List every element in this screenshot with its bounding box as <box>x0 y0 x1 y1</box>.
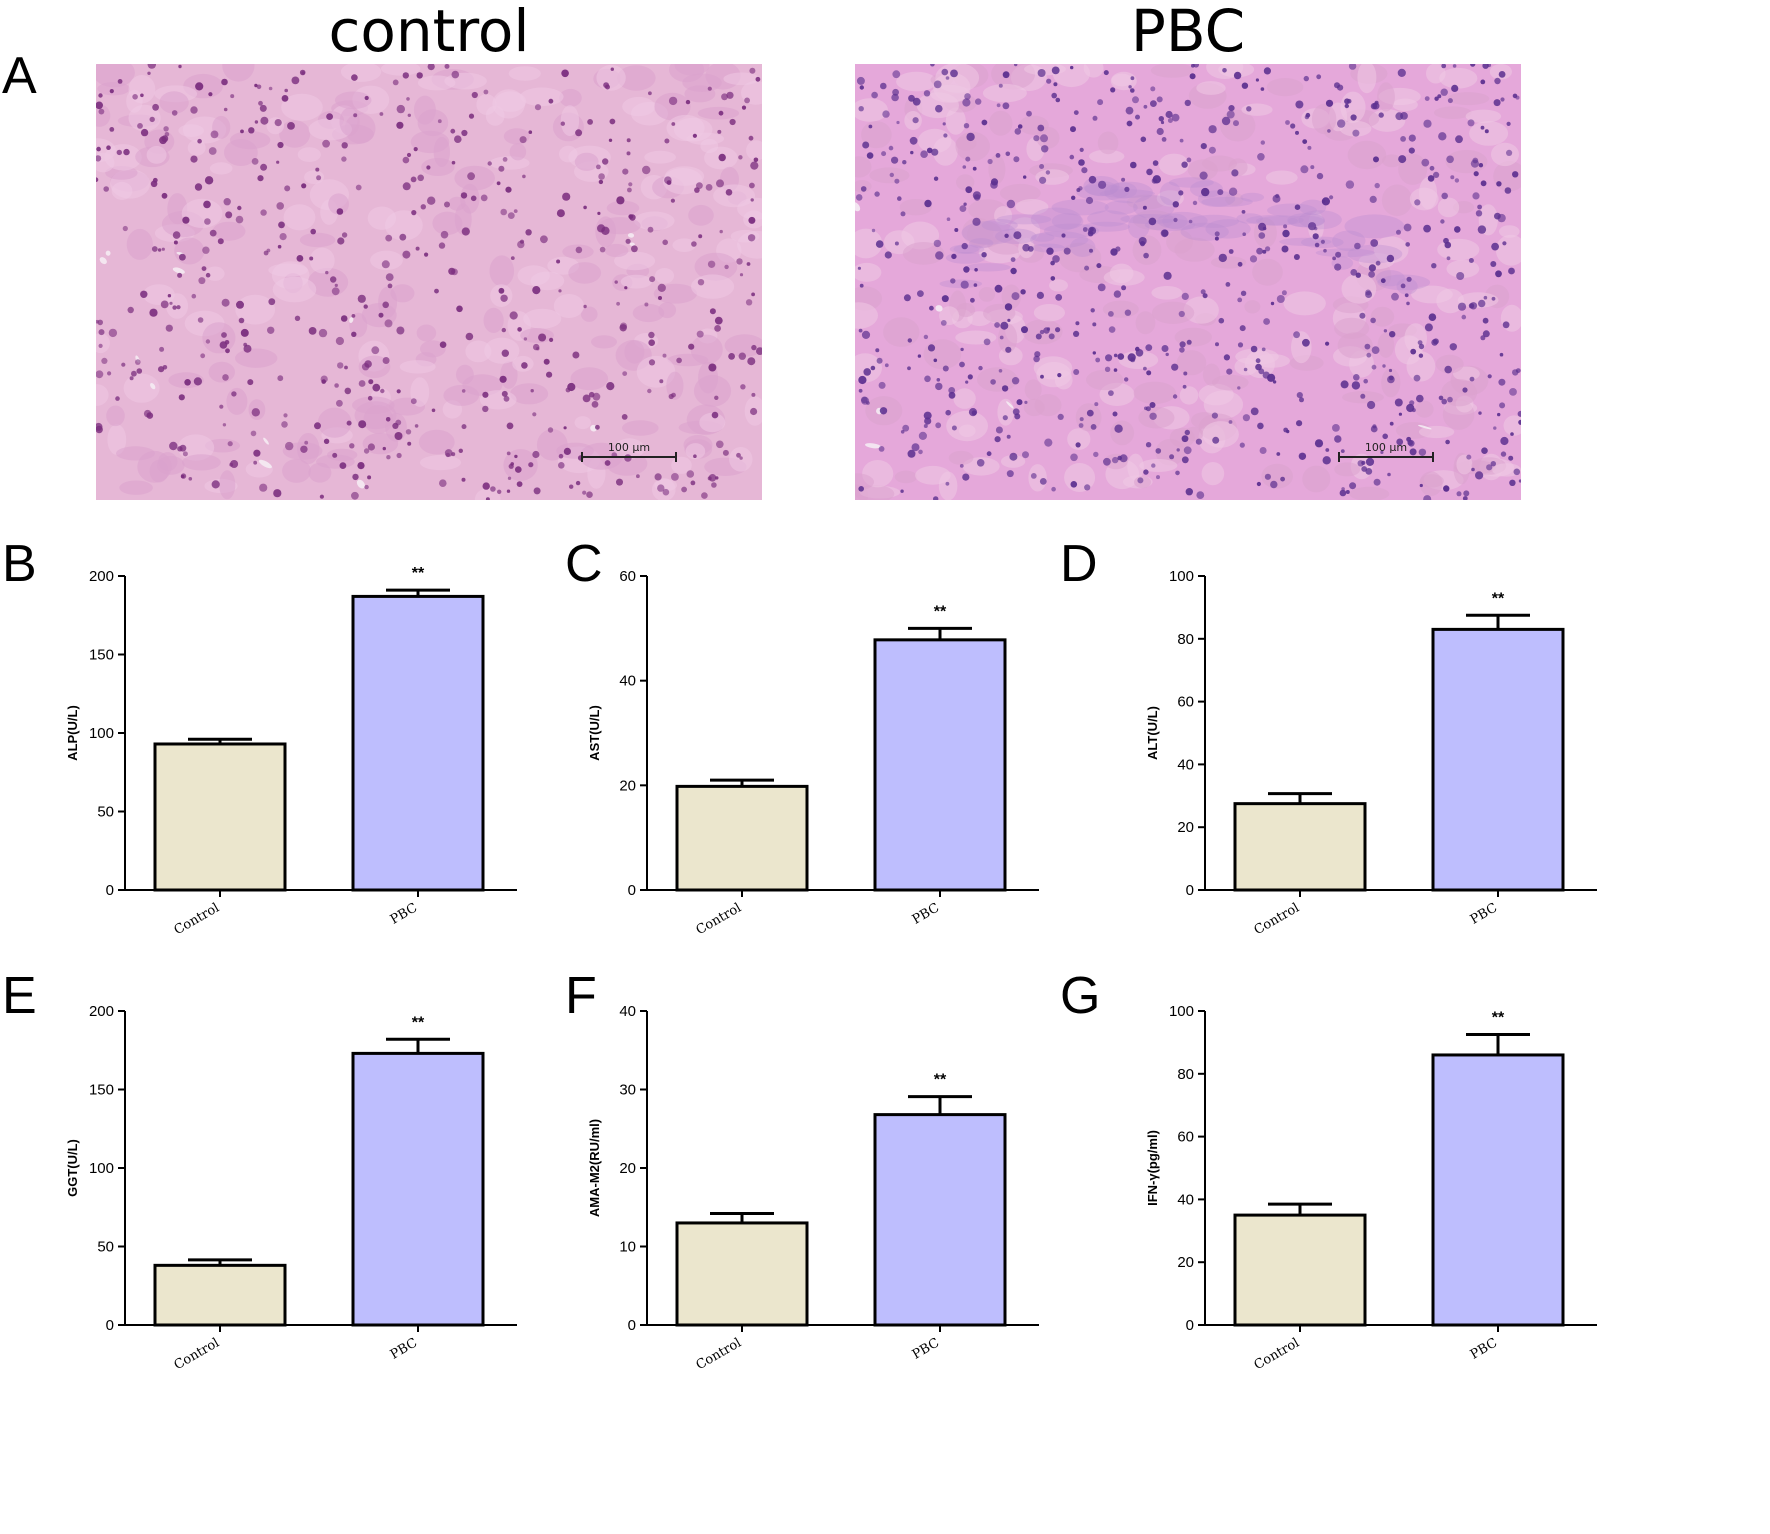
x-tick-label: Control <box>1252 900 1302 938</box>
x-tick-label: PBC <box>910 900 942 927</box>
y-tick-label: 20 <box>619 777 636 794</box>
y-tick-label: 0 <box>628 1317 636 1334</box>
y-tick-label: 50 <box>97 1239 114 1256</box>
cell-nuclei <box>96 64 762 500</box>
y-tick-label: 20 <box>619 1160 636 1177</box>
y-tick-label: 200 <box>89 1003 114 1020</box>
panel-letter-c: C <box>565 535 603 593</box>
y-tick-label: 40 <box>619 673 636 690</box>
bar-control <box>153 742 287 892</box>
x-tick-label: PBC <box>1468 900 1500 927</box>
y-tick-label: 20 <box>1177 819 1194 836</box>
y-tick-label: 0 <box>628 882 636 899</box>
y-tick-label: 100 <box>1169 568 1194 585</box>
bar-control <box>153 1263 287 1327</box>
y-axis-title: IFN-γ(pg/ml) <box>1145 1130 1160 1206</box>
y-tick-label: 0 <box>106 882 114 899</box>
x-tick-label: PBC <box>388 1335 420 1362</box>
y-axis-title: GGT(U/L) <box>65 1139 80 1197</box>
y-tick-label: 10 <box>619 1239 636 1256</box>
significance-mark: ** <box>412 565 425 582</box>
histology-image-pbc <box>855 64 1521 500</box>
bar-pbc <box>1431 1053 1565 1327</box>
bar-control <box>675 784 809 892</box>
panel-letter-d: D <box>1060 535 1098 593</box>
cell-nuclei <box>855 64 1521 500</box>
panel-letter-g: G <box>1060 967 1101 1025</box>
chart-alt: 0 20 40 60 80 100 ALT(U/L) Control ** PBC <box>1080 540 1640 960</box>
x-tick-label: PBC <box>1468 1335 1500 1362</box>
y-axis-title: ALT(U/L) <box>1145 706 1160 760</box>
y-axis-title: AST(U/L) <box>587 705 602 761</box>
portal-inflammation <box>939 176 1431 295</box>
y-tick-label: 200 <box>89 568 114 585</box>
tissue-texture <box>96 64 762 500</box>
chart-ama-m2: 0 10 20 30 40 AMA-M2(RU/ml) Control ** PBC <box>560 975 1080 1395</box>
y-tick-label: 60 <box>1177 694 1194 711</box>
y-tick-label: 20 <box>1177 1254 1194 1271</box>
y-tick-label: 40 <box>1177 1191 1194 1208</box>
bar-control <box>1233 1213 1367 1327</box>
bar-pbc <box>351 1051 485 1327</box>
sinusoid-spaces <box>855 201 1432 449</box>
y-axis-title: AMA-M2(RU/ml) <box>587 1119 602 1217</box>
y-axis-title: ALP(U/L) <box>65 705 80 761</box>
panel-letter-b: B <box>2 535 37 593</box>
x-tick-label: Control <box>172 1335 222 1373</box>
histology-title-control: control <box>328 0 530 65</box>
chart-alp: 0 50 100 150 200 ALP(U/L) Control ** PBC <box>0 540 560 960</box>
bar-pbc <box>873 638 1007 892</box>
y-tick-label: 100 <box>89 725 114 742</box>
y-tick-label: 30 <box>619 1082 636 1099</box>
scale-label-pbc: 100 μm <box>1364 441 1408 454</box>
bar-control <box>1233 802 1367 892</box>
chart-ast: 0 20 40 60 AST(U/L) Control ** PBC <box>560 540 1080 960</box>
bar-pbc <box>1431 627 1565 892</box>
histology-title-pbc: PBC <box>1130 0 1246 65</box>
significance-mark: ** <box>1492 1010 1505 1027</box>
panel-letter-a: A <box>2 47 37 105</box>
y-tick-label: 100 <box>89 1160 114 1177</box>
x-tick-label: PBC <box>910 1335 942 1362</box>
y-tick-label: 80 <box>1177 631 1194 648</box>
tissue-texture <box>855 64 1521 500</box>
y-tick-label: 60 <box>1177 1129 1194 1146</box>
panel-letter-f: F <box>565 967 597 1025</box>
y-tick-label: 0 <box>106 1317 114 1334</box>
bar-pbc <box>873 1113 1007 1327</box>
x-tick-label: PBC <box>388 900 420 927</box>
scale-label-control: 100 μm <box>607 441 651 454</box>
y-tick-label: 60 <box>619 568 636 585</box>
significance-mark: ** <box>934 603 947 620</box>
y-tick-label: 40 <box>619 1003 636 1020</box>
chart-ifn-gamma: 0 20 40 60 80 100 IFN-γ(pg/ml) Control ** PBC <box>1080 975 1640 1395</box>
scale-bar-pbc <box>1338 452 1434 462</box>
bar-control <box>675 1221 809 1327</box>
y-tick-label: 0 <box>1186 1317 1194 1334</box>
histology-image-control <box>96 64 762 500</box>
y-tick-label: 50 <box>97 804 114 821</box>
x-tick-label: Control <box>694 900 744 938</box>
sinusoid-spaces <box>99 233 635 489</box>
chart-ggt: 0 50 100 150 200 GGT(U/L) Control ** PBC <box>0 975 560 1395</box>
y-tick-label: 100 <box>1169 1003 1194 1020</box>
y-tick-label: 0 <box>1186 882 1194 899</box>
y-tick-label: 150 <box>89 647 114 664</box>
y-tick-label: 40 <box>1177 756 1194 773</box>
scale-bar-control <box>581 452 677 462</box>
panel-letter-e: E <box>2 967 37 1025</box>
significance-mark: ** <box>934 1072 947 1089</box>
x-tick-label: Control <box>1252 1335 1302 1373</box>
bar-pbc <box>351 594 485 892</box>
x-tick-label: Control <box>694 1335 744 1373</box>
y-tick-label: 150 <box>89 1082 114 1099</box>
x-tick-label: Control <box>172 900 222 938</box>
y-tick-label: 80 <box>1177 1066 1194 1083</box>
significance-mark: ** <box>412 1014 425 1031</box>
significance-mark: ** <box>1492 590 1505 607</box>
